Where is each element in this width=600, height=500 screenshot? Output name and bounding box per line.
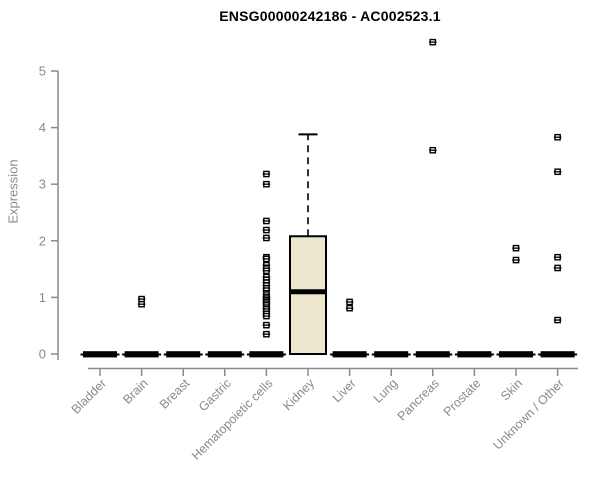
flat-box-skin: [499, 351, 533, 358]
flat-box-pancreas: [415, 351, 450, 358]
flat-box-liver: [332, 351, 367, 358]
x-tick-label: Lung: [371, 376, 401, 406]
flat-box-breast: [166, 351, 201, 358]
y-tick-label: 5: [39, 64, 46, 79]
y-tick-label: 0: [39, 347, 46, 362]
x-tick-label: Gastric: [196, 376, 234, 414]
y-tick-label: 2: [39, 233, 46, 248]
chart-title: ENSG00000242186 - AC002523.1: [219, 8, 441, 24]
flat-box-unknown-other: [540, 351, 575, 358]
flat-box-lung: [374, 351, 409, 358]
x-tick-label: Unknown / Other: [490, 376, 566, 452]
x-tick-label: Prostate: [441, 376, 484, 419]
flat-box-hematopoietic-cells: [249, 351, 284, 358]
y-tick-label: 4: [39, 120, 46, 135]
flat-box-prostate: [457, 351, 492, 358]
x-tick-label: Pancreas: [395, 376, 442, 423]
flat-box-bladder: [83, 351, 117, 358]
x-tick-label: Brain: [120, 376, 151, 407]
x-tick-label: Breast: [157, 376, 193, 412]
x-tick-label: Kidney: [280, 376, 317, 413]
y-tick-label: 3: [39, 177, 46, 192]
flat-box-brain: [124, 351, 159, 358]
flat-box-gastric: [207, 351, 242, 358]
y-tick-label: 1: [39, 290, 46, 305]
x-tick-label: Liver: [330, 376, 359, 405]
x-tick-label: Bladder: [69, 376, 109, 416]
x-tick-label: Hematopoietic cells: [189, 376, 276, 463]
x-tick-label: Skin: [498, 376, 525, 403]
box-kidney: [289, 235, 327, 355]
